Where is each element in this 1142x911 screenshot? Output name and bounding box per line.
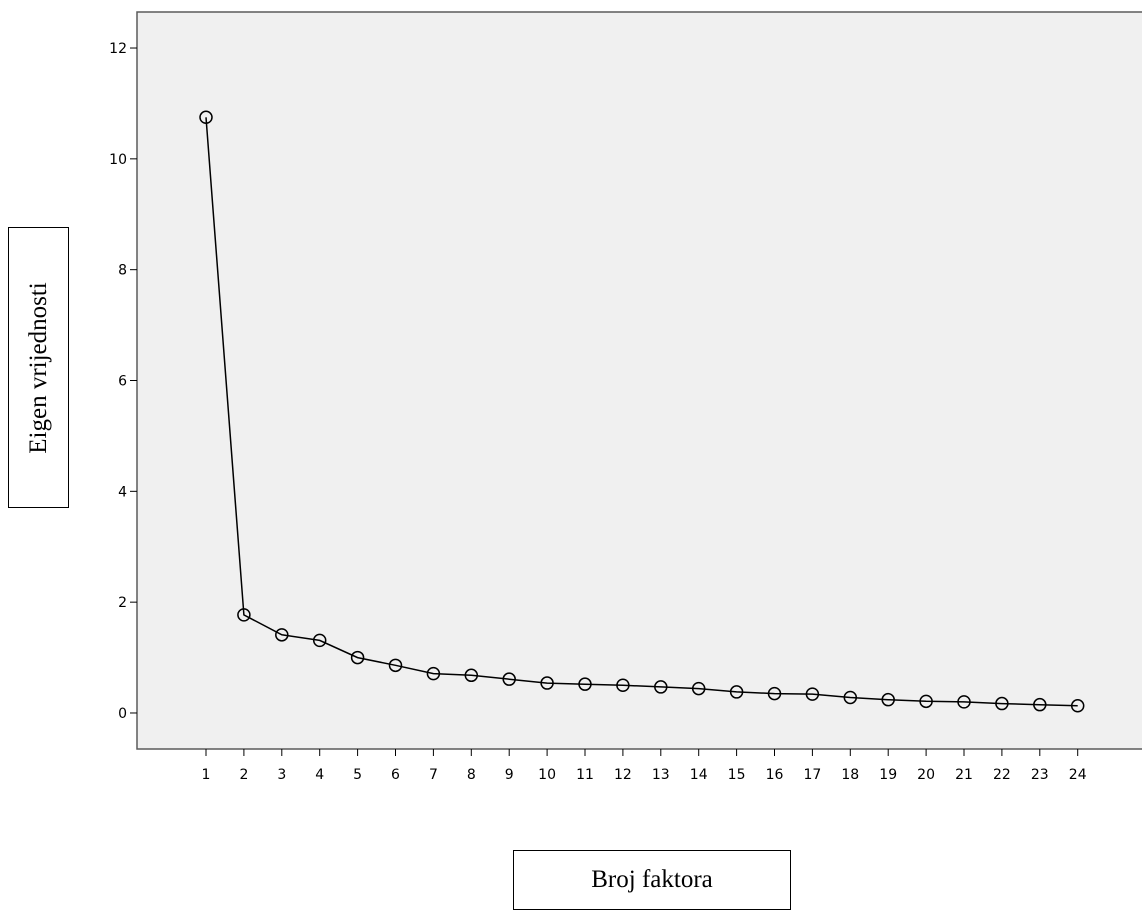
x-tick-label: 11 [576, 767, 594, 783]
data-point [540, 676, 554, 690]
data-point [275, 628, 289, 642]
x-tick-label: 19 [879, 767, 897, 783]
data-point [199, 110, 213, 125]
data-point [237, 608, 251, 622]
data-point [1033, 697, 1047, 712]
data-point [767, 686, 782, 701]
x-tick-label: 2 [239, 767, 248, 783]
x-tick-label: 13 [652, 767, 670, 783]
data-point [502, 672, 516, 686]
y-tick-label: 2 [118, 595, 127, 611]
data-point [350, 650, 365, 665]
data-points [199, 110, 1085, 713]
data-point [654, 680, 668, 694]
data-point [843, 690, 858, 705]
x-tick-label: 24 [1069, 767, 1087, 783]
x-tick-label: 17 [803, 767, 821, 783]
x-axis-title-text: Broj faktora [591, 866, 713, 893]
data-point [957, 695, 971, 709]
y-axis-title: Eigen vrijednosti [8, 227, 69, 508]
data-point [426, 666, 441, 681]
x-axis: 1 2 3 4 5 6 7 8 9 10 11 12 13 14 15 16 17 18 19 20 21 22 23 24 [202, 749, 1087, 783]
x-tick-label: 9 [505, 767, 514, 783]
data-point [995, 696, 1009, 711]
x-tick-label: 1 [202, 767, 211, 783]
x-tick-label: 12 [614, 767, 632, 783]
data-point [729, 685, 744, 699]
y-axis-title-text: Eigen vrijednosti [24, 281, 52, 454]
x-tick-label: 5 [353, 767, 362, 783]
data-point [464, 668, 479, 683]
data-point [578, 677, 592, 691]
data-point [312, 633, 327, 648]
x-tick-label: 18 [841, 767, 859, 783]
y-tick-label: 6 [118, 374, 127, 390]
y-tick-label: 0 [118, 706, 127, 722]
y-tick-label: 10 [109, 152, 127, 168]
y-tick-label: 12 [109, 41, 127, 57]
data-point [388, 658, 403, 673]
data-point [919, 694, 933, 709]
x-tick-label: 7 [429, 767, 438, 783]
data-point [691, 681, 706, 696]
x-tick-label: 15 [728, 767, 746, 783]
x-tick-label: 16 [766, 767, 784, 783]
x-tick-label: 8 [467, 767, 476, 783]
x-tick-label: 6 [391, 767, 400, 783]
data-point [881, 692, 895, 707]
data-point [616, 678, 630, 693]
y-axis: 0 2 4 6 8 10 12 [109, 41, 137, 722]
x-tick-label: 22 [993, 767, 1011, 783]
data-point [805, 687, 820, 701]
x-axis-title: Broj faktora [513, 850, 791, 910]
data-point [1070, 699, 1085, 713]
x-tick-label: 23 [1031, 767, 1049, 783]
x-tick-label: 10 [538, 767, 556, 783]
x-tick-label: 21 [955, 767, 973, 783]
plot-area [136, 11, 1142, 750]
x-tick-label: 14 [690, 767, 708, 783]
y-tick-label: 4 [118, 484, 127, 500]
x-tick-label: 4 [315, 767, 324, 783]
x-tick-label: 3 [277, 767, 286, 783]
x-tick-label: 20 [917, 767, 935, 783]
y-tick-label: 8 [118, 263, 127, 279]
